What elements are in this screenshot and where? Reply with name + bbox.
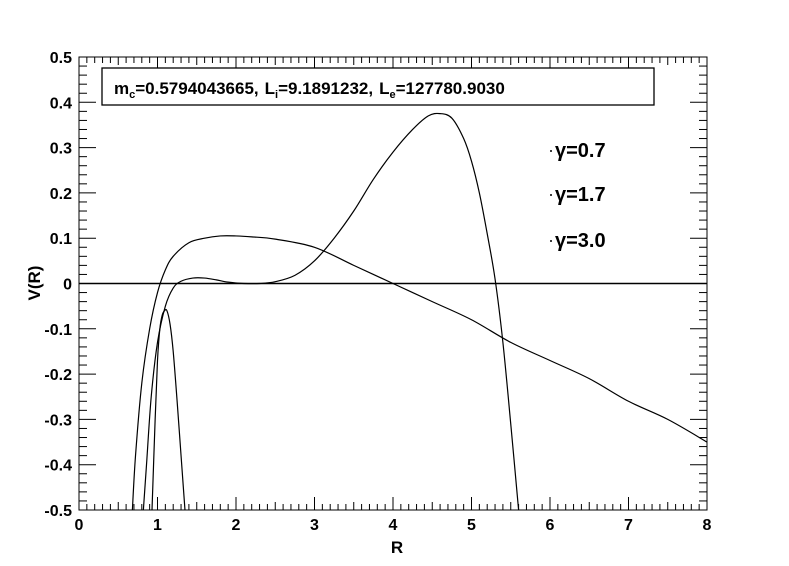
y-tick-label: 0.5 bbox=[50, 50, 72, 67]
legend-marker bbox=[550, 150, 552, 152]
info-li-value: =9.1891232, bbox=[278, 79, 373, 98]
y-tick-label: -0.5 bbox=[44, 503, 72, 520]
y-tick-label: 0.3 bbox=[50, 141, 72, 158]
y-tick-label: -0.2 bbox=[44, 367, 72, 384]
y-tick-label: 0.1 bbox=[50, 231, 72, 248]
x-tick-label: 1 bbox=[153, 517, 162, 534]
info-le-sub: e bbox=[389, 89, 395, 101]
info-box-text: mc=0.5794043665, Li=9.1891232, Le=127780.9… bbox=[114, 79, 505, 101]
series-line-gamma-3-0 bbox=[151, 308, 186, 511]
x-axis-title: R bbox=[391, 538, 403, 557]
x-tick-label: 8 bbox=[703, 517, 712, 534]
x-tick-label: 6 bbox=[546, 517, 555, 534]
x-tick-label: 7 bbox=[624, 517, 633, 534]
x-tick-label: 4 bbox=[389, 517, 398, 534]
info-le-label: L bbox=[379, 79, 389, 98]
y-tick-label: 0.4 bbox=[50, 95, 72, 112]
tick-labels: 0 1 2 3 4 5 6 7 8 -0.5 -0.4 -0.3 -0.2 -0.1 0 0.1 0.2 0.3 0… bbox=[44, 50, 711, 534]
x-tick-label: 2 bbox=[232, 517, 241, 534]
series-line-gamma-1-7 bbox=[142, 112, 520, 511]
y-tick-label: 0 bbox=[63, 277, 72, 294]
x-tick-label: 3 bbox=[310, 517, 319, 534]
y-tick-label: -0.4 bbox=[44, 458, 72, 475]
info-li-sub: i bbox=[275, 89, 278, 101]
legend-entry-gamma-1-7: γ=1.7 bbox=[555, 184, 606, 206]
x-tick-label: 0 bbox=[75, 517, 84, 534]
series-line-gamma-0-7 bbox=[131, 235, 708, 511]
info-box-frame bbox=[101, 67, 655, 106]
y-tick-label: -0.1 bbox=[44, 322, 72, 339]
y-tick-label: -0.3 bbox=[44, 412, 72, 429]
info-m-label: m bbox=[114, 79, 129, 98]
info-le-value: =127780.9030 bbox=[396, 79, 505, 98]
legend-marker bbox=[550, 240, 552, 242]
info-box: mc=0.5794043665, Li=9.1891232, Le=127780.9… bbox=[101, 67, 655, 106]
y-axis-title: V(R) bbox=[25, 266, 44, 301]
info-m-value: =0.5794043665, bbox=[135, 79, 258, 98]
x-tick-label: 5 bbox=[467, 517, 476, 534]
info-m-sub: c bbox=[129, 89, 135, 101]
info-li-label: L bbox=[265, 79, 275, 98]
legend: γ=0.7 γ=1.7 γ=3.0 bbox=[550, 140, 606, 252]
axis-ticks bbox=[78, 56, 708, 511]
legend-marker bbox=[550, 194, 552, 196]
legend-entry-gamma-3-0: γ=3.0 bbox=[555, 230, 606, 252]
y-tick-label: 0.2 bbox=[50, 186, 72, 203]
legend-entry-gamma-0-7: γ=0.7 bbox=[555, 140, 606, 162]
series-group bbox=[131, 112, 708, 511]
